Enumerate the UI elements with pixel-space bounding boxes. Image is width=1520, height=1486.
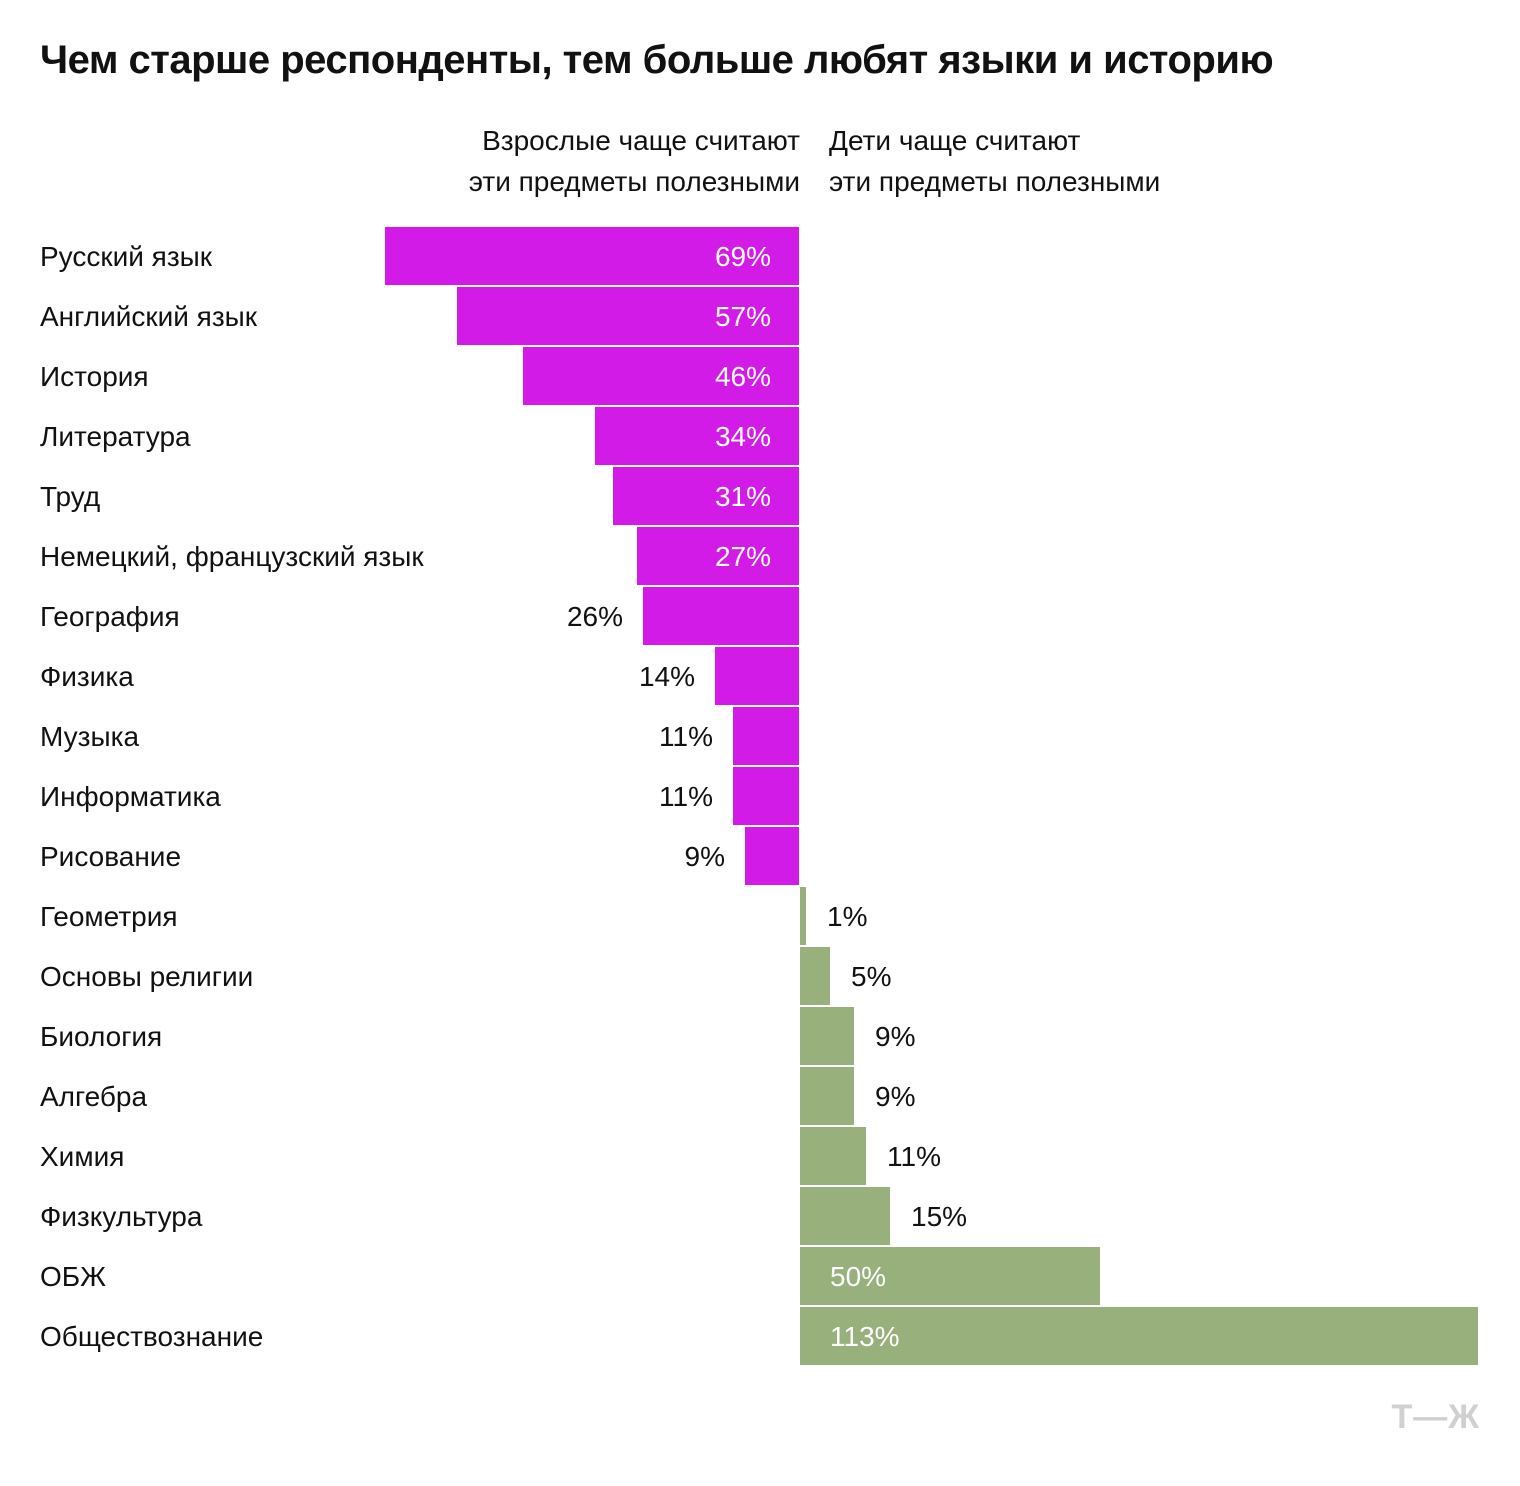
category-label: Информатика <box>40 781 221 812</box>
data-label: 31% <box>715 481 771 512</box>
bar-adults <box>595 407 799 465</box>
bar-children <box>800 947 830 1005</box>
data-label: 9% <box>875 1021 915 1052</box>
bar-adults <box>715 647 799 705</box>
data-label: 9% <box>875 1081 915 1112</box>
category-label: Музыка <box>40 721 139 752</box>
category-label: Основы религии <box>40 961 253 992</box>
category-label: Физкультура <box>40 1201 203 1232</box>
data-label: 11% <box>659 781 713 812</box>
category-label: Биология <box>40 1021 162 1052</box>
bar-adults <box>733 707 799 765</box>
category-label: Обществознание <box>40 1321 263 1352</box>
category-label: Немецкий, французский язык <box>40 541 424 572</box>
category-label: География <box>40 601 180 632</box>
data-label: 9% <box>685 841 725 872</box>
legend-children: Дети чаще считают эти предметы полезными <box>829 125 1161 197</box>
data-label: 11% <box>659 721 713 752</box>
data-label: 27% <box>715 541 771 572</box>
bar-adults <box>643 587 799 645</box>
bar-adults <box>613 467 799 525</box>
category-label: Литература <box>40 421 191 452</box>
data-label: 57% <box>715 301 771 332</box>
data-label: 69% <box>715 241 771 272</box>
data-label: 34% <box>715 421 771 452</box>
data-label: 113% <box>830 1321 900 1352</box>
data-label: 1% <box>827 901 867 932</box>
bar-children <box>800 1007 854 1065</box>
data-label: 46% <box>715 361 771 392</box>
bar-children <box>800 1247 1100 1305</box>
bar-children <box>800 1067 854 1125</box>
bar-adults <box>745 827 799 885</box>
data-label: 26% <box>567 601 623 632</box>
category-label: История <box>40 361 149 392</box>
category-label: Алгебра <box>40 1081 147 1112</box>
bar-children <box>800 887 806 945</box>
data-label: 11% <box>887 1141 941 1172</box>
data-label: 14% <box>639 661 695 692</box>
bar-children <box>800 1127 866 1185</box>
data-label: 5% <box>851 961 891 992</box>
data-label: 15% <box>911 1201 967 1232</box>
category-label: Русский язык <box>40 241 213 272</box>
bar-adults <box>733 767 799 825</box>
category-label: Геометрия <box>40 901 178 932</box>
bar-adults <box>523 347 799 405</box>
category-label: Химия <box>40 1141 124 1172</box>
category-label: ОБЖ <box>40 1261 106 1292</box>
category-label: Труд <box>40 481 100 512</box>
bar-adults <box>457 287 799 345</box>
bar-adults <box>385 227 799 285</box>
chart-title: Чем старше респонденты, тем больше любят… <box>40 38 1274 82</box>
category-label: Английский язык <box>40 301 258 332</box>
tzh-logo-icon: Т—Ж <box>1391 1398 1480 1436</box>
bar-children <box>800 1307 1478 1365</box>
category-label: Физика <box>40 661 134 692</box>
data-label: 50% <box>830 1261 886 1292</box>
category-label: Рисование <box>40 841 181 872</box>
legend-adults: Взрослые чаще считают эти предметы полез… <box>468 125 800 197</box>
bar-adults <box>637 527 799 585</box>
bar-children <box>800 1187 890 1245</box>
